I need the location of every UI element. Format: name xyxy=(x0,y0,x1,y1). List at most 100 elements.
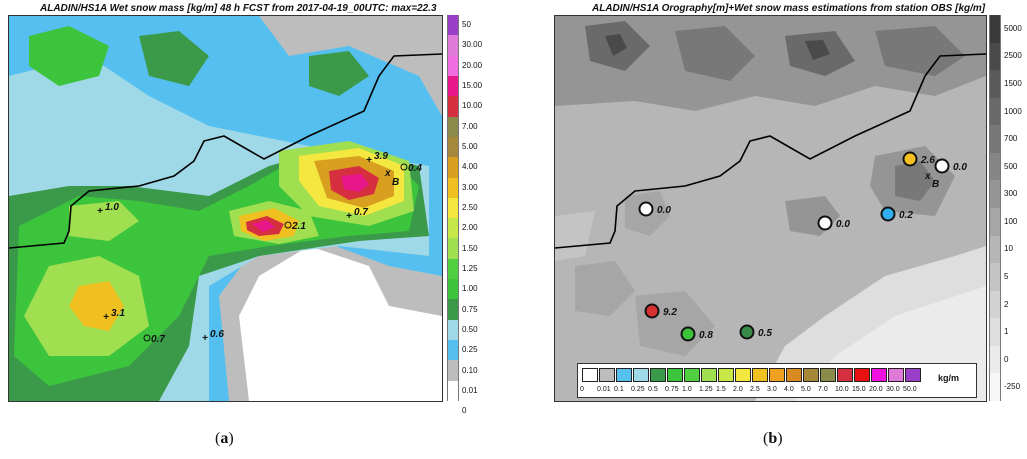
a-cb-label: 1.00 xyxy=(462,284,478,294)
legend-swatch xyxy=(888,368,904,382)
legend-label: 7.0 xyxy=(818,386,828,393)
legend-label: 0.5 xyxy=(648,386,658,393)
a-cb-label: 3.00 xyxy=(462,182,478,192)
a-cb-swatch xyxy=(447,279,459,300)
panel-b-title: ALADIN/HS1A Orography[m]+Wet snow mass e… xyxy=(592,3,986,14)
plus-marker: + xyxy=(346,211,352,222)
cross-marker: x xyxy=(384,168,391,179)
legend-label: 10.0 xyxy=(835,386,849,393)
b-cb-label: 5000 xyxy=(1004,23,1022,33)
legend-swatch xyxy=(633,368,649,382)
b-cb-label: -250 xyxy=(1004,382,1021,392)
a-cb-swatch xyxy=(447,197,459,219)
station-value-label: 0.0 xyxy=(953,162,967,173)
b-cb-swatch xyxy=(989,318,1001,346)
legend-swatch xyxy=(854,368,870,382)
a-cb-swatch xyxy=(447,177,459,198)
station-dot xyxy=(739,324,755,340)
a-cb-label: 0 xyxy=(462,406,467,416)
legend-swatch xyxy=(616,368,632,382)
panel-b-stations: 2.6 0.0 0.0 0.2 0.0 9.2 0.8 0.5 xyxy=(638,151,967,342)
panel-a-map: +3.9 0.4 x B +1.0 +0.7 2.1 +3.1 0.7 +0.6 xyxy=(8,15,443,402)
point-b-label: B xyxy=(932,179,939,190)
a-cb-swatch xyxy=(447,319,459,341)
legend-swatch xyxy=(650,368,666,382)
panel-a-colorbar: 50 30.00 20.00 15.00 10.00 7.00 5.00 4.00 3.00 2.… xyxy=(447,15,507,415)
panel-b-snow-legend: 0 0.01 0.1 0.25 0.5 0.75 1.0 1.25 1.5 2.0 2.5 3.0 4.… xyxy=(577,363,977,398)
a-cb-swatch xyxy=(447,238,459,259)
legend-swatch xyxy=(599,368,615,382)
legend-label: 0.01 xyxy=(597,386,611,393)
a-cb-swatch xyxy=(447,157,459,178)
a-cb-label: 1.50 xyxy=(462,243,478,253)
snow-value-label: 0.4 xyxy=(408,163,422,174)
plus-marker: + xyxy=(103,312,109,323)
circle-marker xyxy=(400,163,408,171)
b-cb-label: 2500 xyxy=(1004,51,1022,61)
legend-swatch xyxy=(786,368,802,382)
station-value-label: 0.5 xyxy=(758,328,772,339)
station-dot xyxy=(644,303,660,319)
b-cb-swatch xyxy=(989,97,1001,126)
a-cb-swatch xyxy=(447,116,459,137)
legend-swatch xyxy=(769,368,785,382)
snow-value-label: 2.1 xyxy=(291,221,306,232)
legend-swatch xyxy=(735,368,751,382)
station-dot xyxy=(817,215,833,231)
legend-label: 30.0 xyxy=(886,386,900,393)
b-cb-label: 1500 xyxy=(1004,78,1022,88)
a-cb-label: 0.01 xyxy=(462,385,478,395)
legend-swatch xyxy=(701,368,717,382)
station-value-label: 9.2 xyxy=(663,307,677,318)
legend-swatch xyxy=(752,368,768,382)
b-cb-label: 2 xyxy=(1004,299,1009,309)
snow-value-label: 0.7 xyxy=(151,334,165,345)
legend-swatch xyxy=(820,368,836,382)
panel-a-annotations: +3.90.4xB+ 1.0+ 0.72.1+ 3.10.7 +0.6 xyxy=(97,151,422,345)
station-dot xyxy=(934,158,950,174)
a-cb-label: 10.00 xyxy=(462,101,483,111)
b-cb-swatch xyxy=(989,70,1001,98)
panel-a-snow-field: +3.90.4xB+ 1.0+ 0.72.1+ 3.10.7 +0.6 xyxy=(9,16,442,401)
b-cb-swatch xyxy=(989,263,1001,291)
circle-marker xyxy=(284,221,292,229)
b-cb-label: 500 xyxy=(1004,161,1018,171)
b-cb-label: 10 xyxy=(1004,244,1013,254)
a-cb-swatch xyxy=(447,75,459,97)
legend-label: 20.0 xyxy=(869,386,883,393)
legend-label: 15.0 xyxy=(852,386,866,393)
legend-label: 3.0 xyxy=(767,386,777,393)
snow-value-label: 0.7 xyxy=(354,207,368,218)
legend-label: 0.25 xyxy=(631,386,645,393)
station-dot xyxy=(880,206,896,222)
station-dot xyxy=(680,326,696,342)
b-cb-label: 300 xyxy=(1004,189,1018,199)
snow-value-label: 0.6 xyxy=(210,329,224,340)
snow-value-label: 3.9 xyxy=(374,151,388,162)
panel-a-title: ALADIN/HS1A Wet snow mass [kg/m] 48 h FC… xyxy=(40,3,437,14)
a-cb-label: 7.00 xyxy=(462,121,478,131)
a-cb-swatch xyxy=(447,299,459,320)
legend-label: 5.0 xyxy=(801,386,811,393)
a-cb-label: 15.00 xyxy=(462,81,483,91)
a-cb-label: 30.00 xyxy=(462,40,483,50)
legend-label: 0.75 xyxy=(665,386,679,393)
legend-label: 4.0 xyxy=(784,386,794,393)
legend-label: 50.0 xyxy=(903,386,917,393)
b-cb-swatch xyxy=(989,373,1001,401)
b-cb-label: 1000 xyxy=(1004,106,1022,116)
panel-b-colorbar: 5000 2500 1500 1000 700 500 300 100 10 5 2 1 0 -250 xyxy=(989,15,1027,401)
station-value-label: 0.8 xyxy=(699,330,713,341)
a-cb-swatch xyxy=(447,35,459,56)
b-cb-swatch xyxy=(989,125,1001,153)
a-cb-label: 1.25 xyxy=(462,263,478,273)
b-cb-swatch xyxy=(989,42,1001,71)
a-cb-label: 5.00 xyxy=(462,142,478,152)
a-cb-label: 2.00 xyxy=(462,223,478,233)
b-cb-label: 5 xyxy=(1004,271,1009,281)
point-b-marker: x xyxy=(924,171,931,182)
a-cb-label: 4.00 xyxy=(462,162,478,172)
legend-swatch xyxy=(905,368,921,382)
b-cb-swatch xyxy=(989,290,1001,319)
legend-swatch xyxy=(684,368,700,382)
